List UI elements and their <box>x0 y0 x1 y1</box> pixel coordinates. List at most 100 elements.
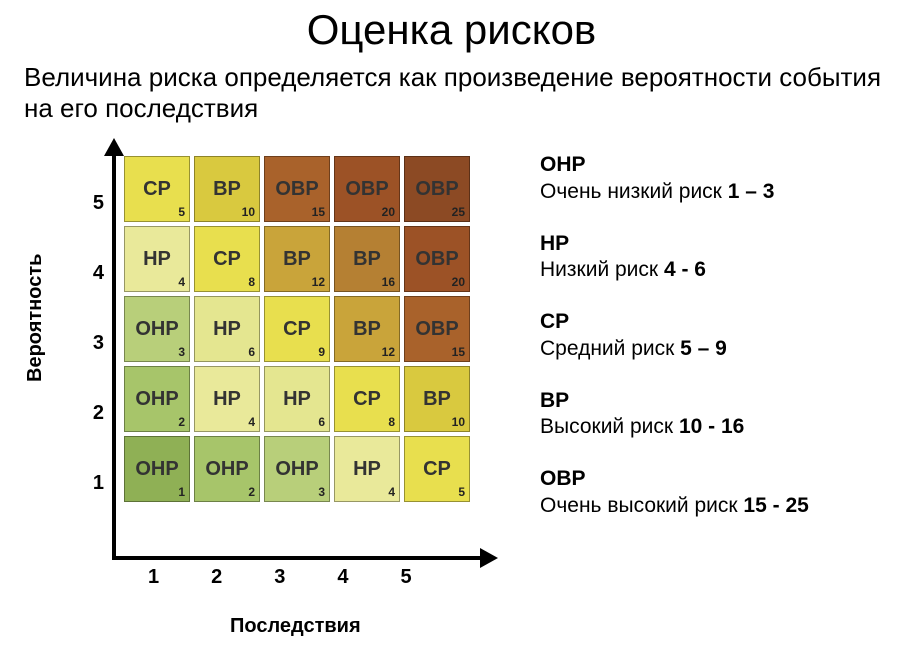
risk-cell: ОВР15 <box>264 156 330 222</box>
x-axis-ticks: 1 2 3 4 5 <box>148 566 412 589</box>
risk-cell-value: 6 <box>318 415 325 429</box>
risk-cell-label: ОНР <box>205 458 248 481</box>
legend-desc: Средний риск 5 – 9 <box>540 336 809 362</box>
y-tick: 4 <box>86 262 104 332</box>
x-tick: 1 <box>148 566 159 589</box>
legend-range: 10 - 16 <box>679 415 744 438</box>
risk-cell-label: СР <box>283 318 311 341</box>
risk-cell-label: ОВР <box>275 178 318 201</box>
content-row: Вероятность Последствия 5 4 3 2 1 СР5ВР1… <box>0 142 903 632</box>
legend-desc: Низкий риск 4 - 6 <box>540 257 809 283</box>
risk-cell: ВР12 <box>334 296 400 362</box>
risk-cell-label: НР <box>213 388 241 411</box>
x-axis-line <box>112 556 482 560</box>
legend-item: ОНРОчень низкий риск 1 – 3 <box>540 152 809 205</box>
risk-cell-label: СР <box>353 388 381 411</box>
risk-cell-value: 5 <box>458 485 465 499</box>
risk-cell-value: 1 <box>178 485 185 499</box>
legend-item: ОВРОчень высокий риск 15 - 25 <box>540 466 809 519</box>
risk-cell-value: 3 <box>318 485 325 499</box>
y-tick: 1 <box>86 472 104 542</box>
risk-cell-value: 25 <box>452 205 465 219</box>
risk-cell-label: ВР <box>213 178 241 201</box>
legend-code: ОВР <box>540 466 809 492</box>
risk-cell-label: НР <box>143 248 171 271</box>
risk-cell-value: 6 <box>248 345 255 359</box>
risk-cell-value: 4 <box>248 415 255 429</box>
legend-range: 5 – 9 <box>680 337 727 360</box>
risk-cell-label: НР <box>213 318 241 341</box>
legend: ОНРОчень низкий риск 1 – 3 НРНизкий риск … <box>540 152 809 632</box>
risk-cell: ВР16 <box>334 226 400 292</box>
risk-cell-label: СР <box>213 248 241 271</box>
risk-cell: ОВР 20 <box>334 156 400 222</box>
risk-cell: НР4 <box>334 436 400 502</box>
risk-cell-label: ОВР <box>345 178 388 201</box>
legend-desc-text: Очень низкий риск <box>540 180 722 203</box>
risk-cell-label: ОВР <box>415 248 458 271</box>
risk-cell-value: 10 <box>242 205 255 219</box>
risk-cell: ВР10 <box>404 366 470 432</box>
risk-cell: ОНР1 <box>124 436 190 502</box>
legend-desc-text: Низкий риск <box>540 258 658 281</box>
risk-cell: НР 6 <box>194 296 260 362</box>
risk-matrix-chart: Вероятность Последствия 5 4 3 2 1 СР5ВР1… <box>30 142 500 632</box>
risk-cell: ОНР2 <box>124 366 190 432</box>
page-subtitle: Величина риска определяется как произвед… <box>24 62 883 124</box>
legend-code: СР <box>540 309 809 335</box>
risk-cell-value: 4 <box>388 485 395 499</box>
legend-desc-text: Средний риск <box>540 337 674 360</box>
legend-range: 1 – 3 <box>728 180 775 203</box>
risk-cell: СР8 <box>194 226 260 292</box>
risk-cell-value: 10 <box>452 415 465 429</box>
y-axis-ticks: 5 4 3 2 1 <box>86 192 104 542</box>
risk-cell-value: 20 <box>382 205 395 219</box>
risk-cell: СР 8 <box>334 366 400 432</box>
risk-cell-value: 2 <box>248 485 255 499</box>
risk-cell: ОВР 25 <box>404 156 470 222</box>
legend-code: ОНР <box>540 152 809 178</box>
risk-cell-value: 8 <box>388 415 395 429</box>
risk-cell-label: ОНР <box>275 458 318 481</box>
risk-cell-label: СР <box>423 458 451 481</box>
legend-code: ВР <box>540 388 809 414</box>
y-tick: 2 <box>86 402 104 472</box>
x-axis-arrow <box>480 548 498 568</box>
y-tick: 3 <box>86 332 104 402</box>
x-tick: 3 <box>274 566 285 589</box>
risk-cell-value: 5 <box>178 205 185 219</box>
risk-cell-value: 15 <box>452 345 465 359</box>
risk-cell: ОНР2 <box>194 436 260 502</box>
risk-cell-value: 12 <box>382 345 395 359</box>
x-tick: 2 <box>211 566 222 589</box>
x-axis-label: Последствия <box>230 615 361 638</box>
y-axis-label: Вероятность <box>24 254 47 382</box>
risk-cell-label: ВР <box>353 248 381 271</box>
risk-cell: СР9 <box>264 296 330 362</box>
risk-cell-label: ОВР <box>415 178 458 201</box>
risk-cell: ОВР 15 <box>404 296 470 362</box>
risk-cell-label: ВР <box>283 248 311 271</box>
risk-cell-label: ОНР <box>135 458 178 481</box>
y-tick: 5 <box>86 192 104 262</box>
risk-cell: ОНР3 <box>124 296 190 362</box>
risk-cell-label: ОНР <box>135 388 178 411</box>
legend-code: НР <box>540 231 809 257</box>
y-axis-line <box>112 148 116 558</box>
legend-range: 4 - 6 <box>664 258 706 281</box>
risk-cell-value: 12 <box>312 275 325 289</box>
risk-cell: НР 4 <box>124 226 190 292</box>
risk-cell: НР 4 <box>194 366 260 432</box>
risk-grid: СР5ВР10ОВР15ОВР20ОВР25НР4СР8ВР12ВР16ОВР2… <box>124 156 470 502</box>
risk-cell-label: НР <box>283 388 311 411</box>
legend-desc: Очень низкий риск 1 – 3 <box>540 179 809 205</box>
risk-cell-value: 3 <box>178 345 185 359</box>
legend-desc: Очень высокий риск 15 - 25 <box>540 493 809 519</box>
risk-cell-label: ОВР <box>415 318 458 341</box>
risk-cell-value: 4 <box>178 275 185 289</box>
risk-cell-value: 2 <box>178 415 185 429</box>
risk-cell-label: ВР <box>423 388 451 411</box>
risk-cell-value: 16 <box>382 275 395 289</box>
legend-item: НРНизкий риск 4 - 6 <box>540 231 809 284</box>
legend-item: СРСредний риск 5 – 9 <box>540 309 809 362</box>
